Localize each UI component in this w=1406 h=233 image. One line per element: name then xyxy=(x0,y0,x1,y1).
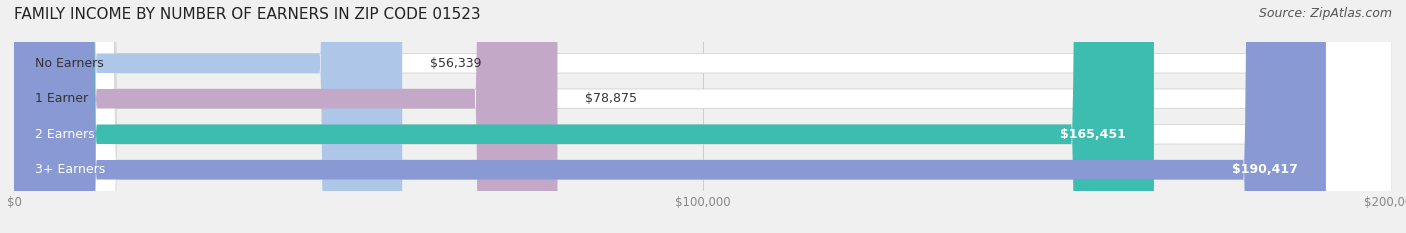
FancyBboxPatch shape xyxy=(14,0,402,233)
FancyBboxPatch shape xyxy=(14,0,1326,233)
Text: $56,339: $56,339 xyxy=(430,57,481,70)
Text: $165,451: $165,451 xyxy=(1060,128,1126,141)
Text: 3+ Earners: 3+ Earners xyxy=(35,163,105,176)
Text: $190,417: $190,417 xyxy=(1233,163,1298,176)
Text: Source: ZipAtlas.com: Source: ZipAtlas.com xyxy=(1258,7,1392,20)
FancyBboxPatch shape xyxy=(14,0,557,233)
Text: FAMILY INCOME BY NUMBER OF EARNERS IN ZIP CODE 01523: FAMILY INCOME BY NUMBER OF EARNERS IN ZI… xyxy=(14,7,481,22)
FancyBboxPatch shape xyxy=(14,0,1392,233)
Text: 2 Earners: 2 Earners xyxy=(35,128,94,141)
FancyBboxPatch shape xyxy=(14,0,1392,233)
Text: $78,875: $78,875 xyxy=(585,92,637,105)
Text: No Earners: No Earners xyxy=(35,57,104,70)
Text: 1 Earner: 1 Earner xyxy=(35,92,87,105)
FancyBboxPatch shape xyxy=(14,0,1392,233)
FancyBboxPatch shape xyxy=(14,0,1392,233)
FancyBboxPatch shape xyxy=(14,0,1154,233)
